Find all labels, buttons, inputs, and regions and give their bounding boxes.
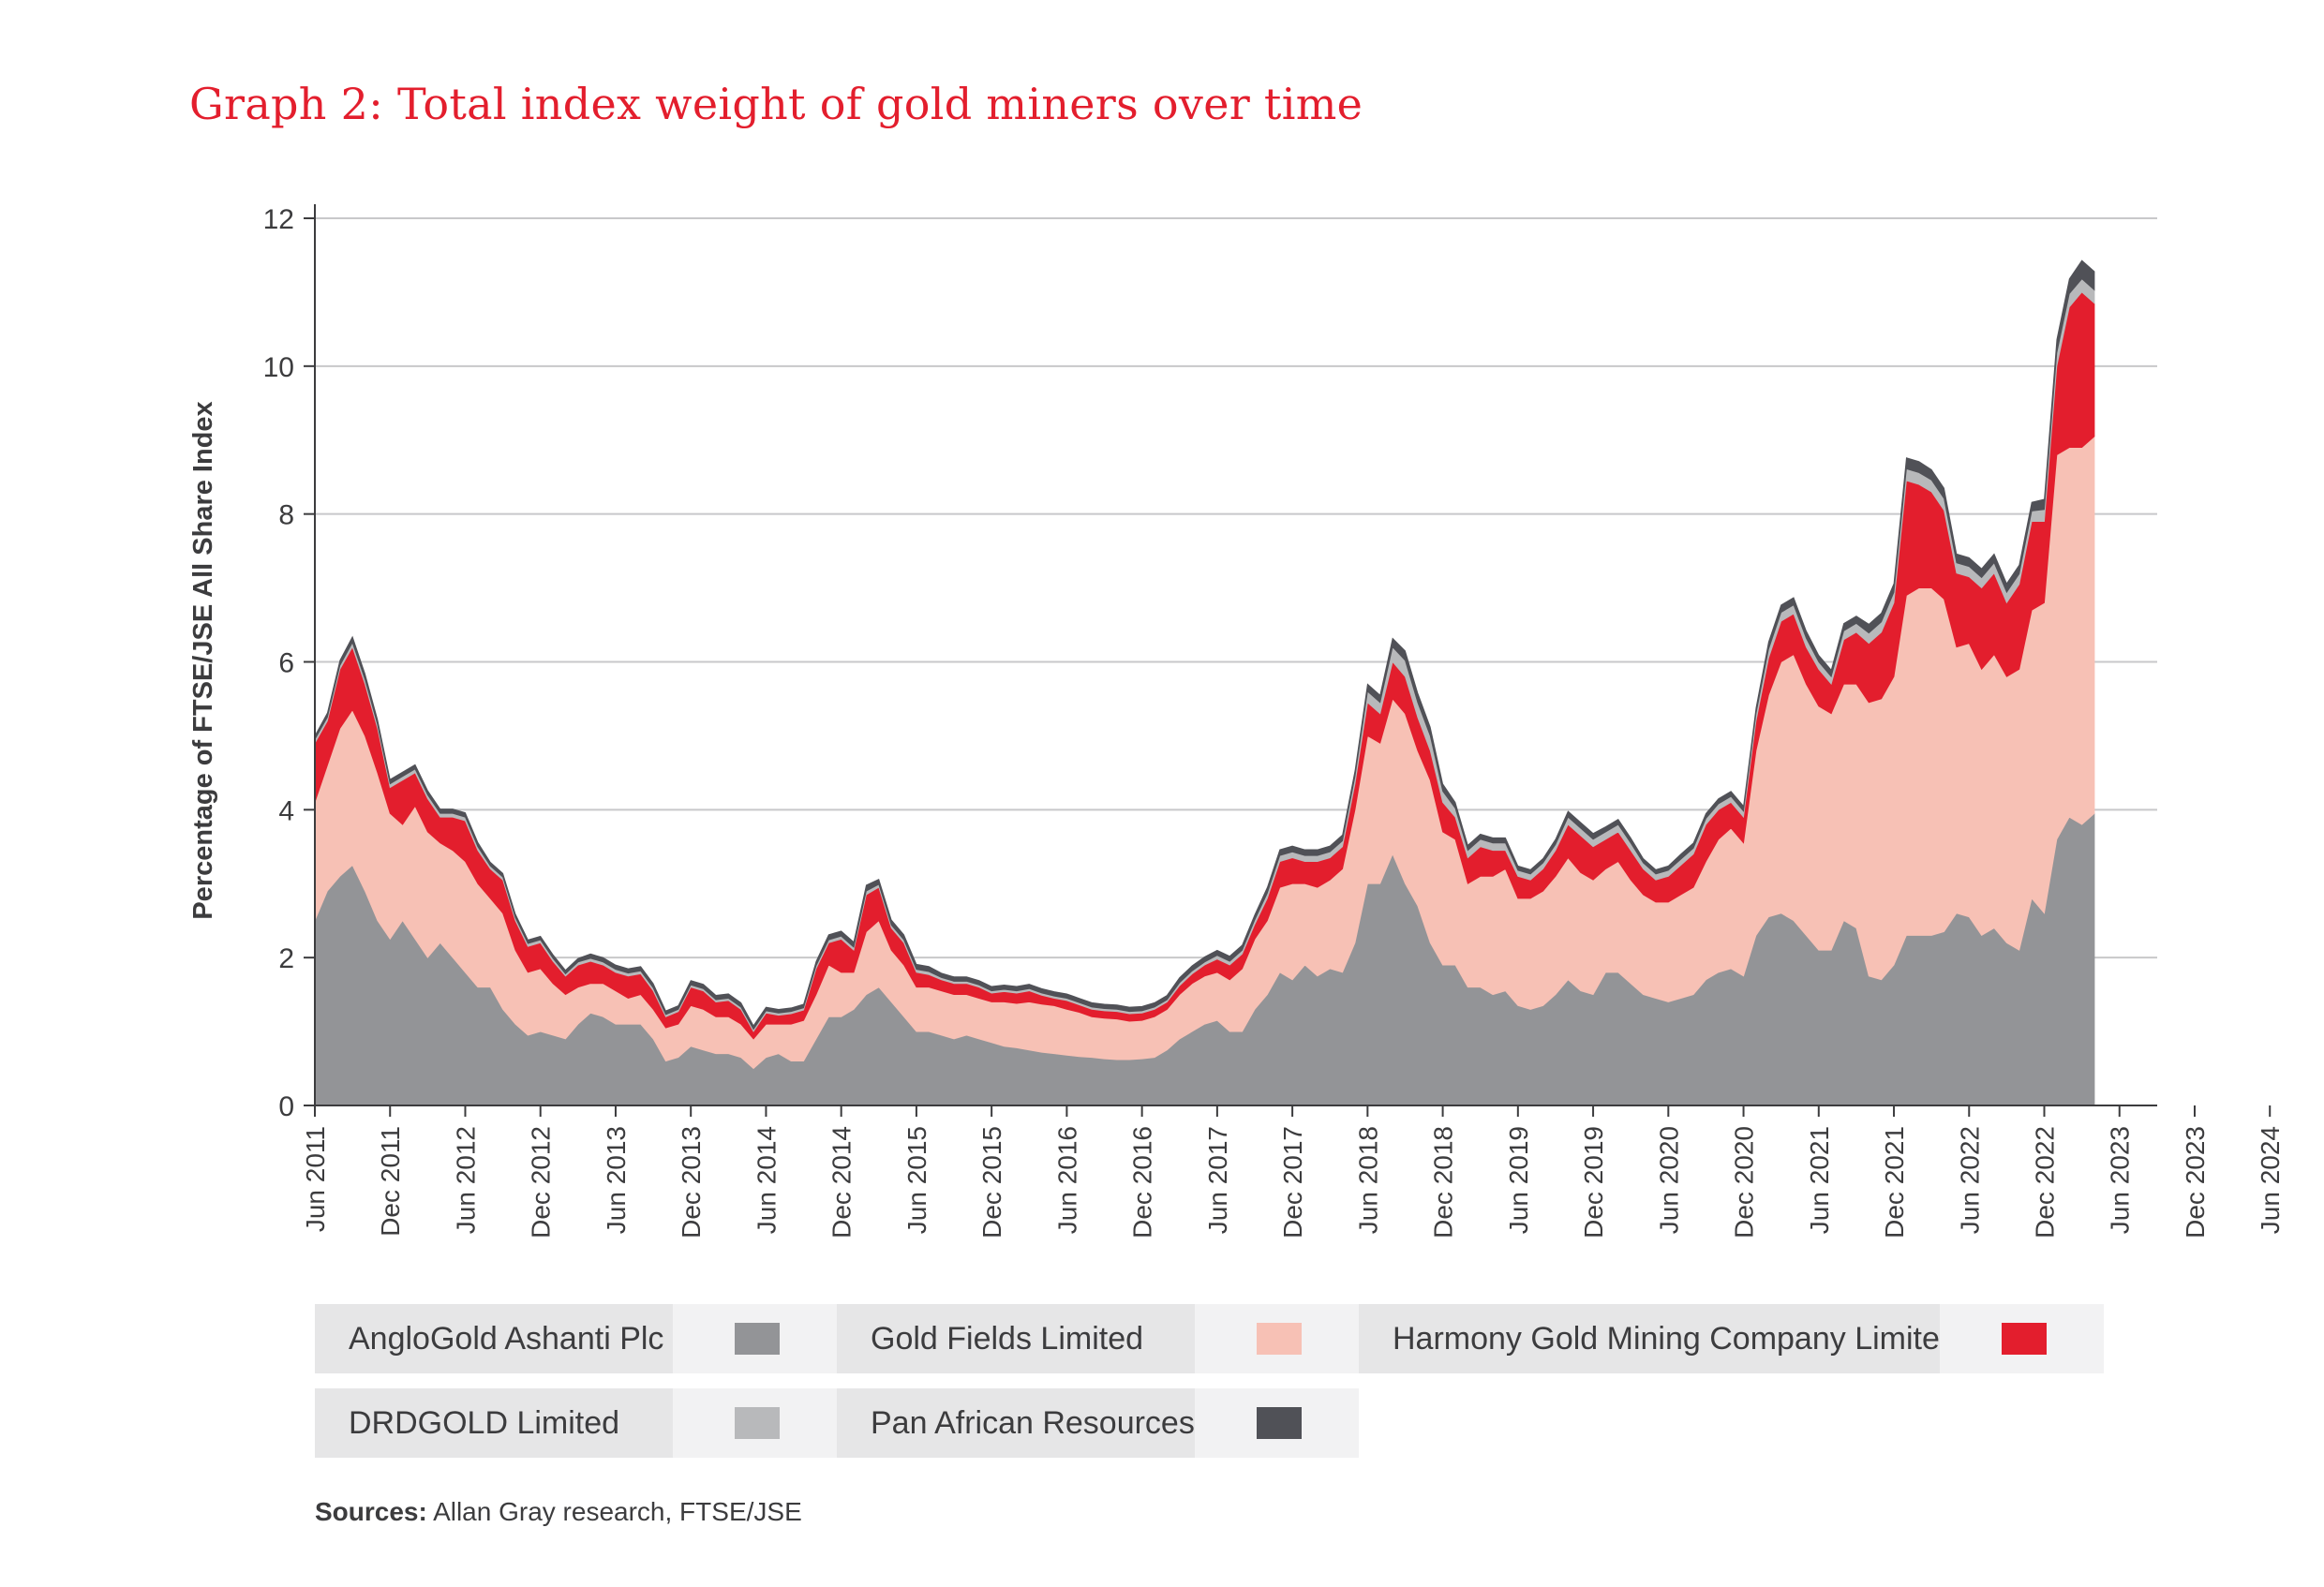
x-tick-label: Dec 2020 bbox=[1730, 1126, 1759, 1238]
x-tick-label: Jun 2018 bbox=[1353, 1126, 1382, 1234]
x-tick-label: Jun 2021 bbox=[1805, 1126, 1834, 1234]
x-tick-label: Dec 2014 bbox=[827, 1126, 857, 1238]
x-tick-label: Dec 2019 bbox=[1579, 1126, 1608, 1238]
x-tick-label: Dec 2023 bbox=[2181, 1126, 2210, 1238]
sources-label: Sources: bbox=[315, 1497, 427, 1526]
x-tick-label: Dec 2017 bbox=[1278, 1126, 1307, 1238]
legend-swatch-gold-fields bbox=[1257, 1323, 1302, 1355]
gridlines bbox=[315, 217, 2157, 959]
x-tick-label: Dec 2021 bbox=[1880, 1126, 1909, 1238]
legend-label-pan-african: Pan African Resources Plc bbox=[837, 1388, 1195, 1458]
legend-label-drdgold: DRDGOLD Limited bbox=[315, 1388, 673, 1458]
x-tick-label: Jun 2017 bbox=[1203, 1126, 1232, 1234]
area-pan-african-resources-plc bbox=[314, 260, 2095, 1031]
x-tick-label: Jun 2015 bbox=[902, 1126, 931, 1234]
x-tick-label: Jun 2019 bbox=[1504, 1126, 1533, 1234]
stacked-areas bbox=[314, 260, 2095, 1106]
x-tick-label: Dec 2018 bbox=[1429, 1126, 1458, 1238]
legend-label-anglogold: AngloGold Ashanti Plc bbox=[315, 1304, 673, 1373]
x-tick-label: Jun 2020 bbox=[1654, 1126, 1683, 1234]
x-tick-label: Jun 2013 bbox=[602, 1126, 631, 1234]
y-tick-label: 2 bbox=[278, 943, 294, 974]
legend-swatch-drdgold bbox=[735, 1407, 780, 1439]
axes: 0 2 4 6 8 10 12 Jun 2011 Dec 2011 Jun 2012 Dec 201… bbox=[263, 204, 2285, 1238]
y-tick-label: 4 bbox=[278, 795, 294, 826]
chart-title: Graph 2: Total index weight of gold mine… bbox=[189, 79, 1363, 129]
x-tick-label: Jun 2016 bbox=[1052, 1126, 1081, 1234]
y-tick-label: 10 bbox=[263, 352, 294, 383]
sources-text: Allan Gray research, FTSE/JSE bbox=[433, 1497, 802, 1526]
legend-row-2: DRDGOLD Limited Pan African Resources Pl… bbox=[315, 1388, 1359, 1458]
legend-row-1: AngloGold Ashanti Plc Gold Fields Limite… bbox=[315, 1304, 2104, 1373]
x-tick-label: Jun 2012 bbox=[451, 1126, 480, 1234]
x-tick-label: Jun 2024 bbox=[2256, 1126, 2285, 1234]
legend-swatch-anglogold bbox=[735, 1323, 780, 1355]
x-tick-label: Dec 2022 bbox=[2031, 1126, 2060, 1238]
x-tick-label: Dec 2011 bbox=[376, 1126, 405, 1237]
legend-swatch-pan-african bbox=[1257, 1407, 1302, 1439]
legend-label-harmony: Harmony Gold Mining Company Limited bbox=[1359, 1304, 1940, 1373]
y-tick-label: 0 bbox=[278, 1091, 294, 1122]
x-tick-label: Jun 2011 bbox=[301, 1126, 330, 1232]
x-tick-label: Jun 2022 bbox=[1955, 1126, 1984, 1234]
legend-label-gold-fields: Gold Fields Limited bbox=[837, 1304, 1195, 1373]
y-tick-label: 8 bbox=[278, 500, 294, 531]
y-tick-label: 12 bbox=[263, 204, 294, 235]
y-tick-label: 6 bbox=[278, 648, 294, 679]
x-tick-label: Dec 2013 bbox=[677, 1126, 706, 1238]
x-tick-label: Jun 2023 bbox=[2106, 1126, 2135, 1234]
legend-swatch-harmony bbox=[2002, 1323, 2047, 1355]
y-axis-label: Percentage of FTSE/JSE All Share Index bbox=[188, 401, 218, 919]
x-tick-label: Dec 2016 bbox=[1128, 1126, 1157, 1238]
sources-note: Sources: Allan Gray research, FTSE/JSE bbox=[315, 1497, 802, 1527]
x-tick-label: Jun 2014 bbox=[752, 1126, 781, 1234]
x-tick-label: Dec 2012 bbox=[527, 1126, 556, 1238]
x-tick-label: Dec 2015 bbox=[977, 1126, 1006, 1238]
